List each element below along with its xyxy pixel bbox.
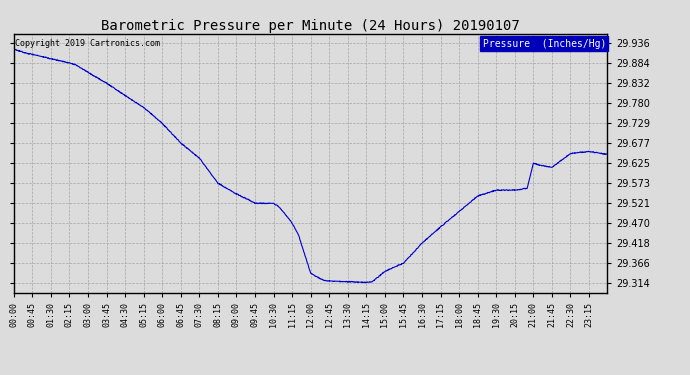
Text: Pressure  (Inches/Hg): Pressure (Inches/Hg) [482,39,606,49]
Text: Copyright 2019 Cartronics.com: Copyright 2019 Cartronics.com [15,39,160,48]
Title: Barometric Pressure per Minute (24 Hours) 20190107: Barometric Pressure per Minute (24 Hours… [101,19,520,33]
